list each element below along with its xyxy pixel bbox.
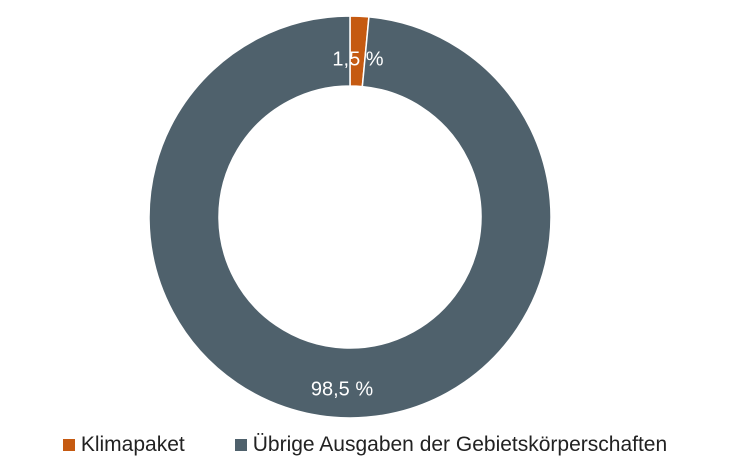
donut-slices (148, 15, 552, 419)
donut-slice-uebrige-ausgaben (148, 15, 552, 419)
legend-label-uebrige-ausgaben: Übrige Ausgaben der Gebietskörperschafte… (252, 433, 668, 456)
legend-item-uebrige-ausgaben: Übrige Ausgaben der Gebietskörperschafte… (234, 433, 668, 457)
legend-item-klimapaket: Klimapaket (62, 433, 185, 457)
legend-label-klimapaket: Klimapaket (80, 433, 185, 456)
chart-legend: Klimapaket Übrige Ausgaben der Gebietskö… (0, 428, 730, 462)
data-label-klimapaket: 1,5 % (332, 48, 383, 70)
legend-swatch-klimapaket (62, 439, 75, 451)
legend-swatch-uebrige-ausgaben (234, 439, 247, 451)
data-label-uebrige-ausgaben: 98,5 % (311, 378, 373, 400)
donut-chart: 1,5 % 98,5 % (148, 15, 552, 419)
slice-labels: 1,5 % 98,5 % (311, 48, 384, 400)
